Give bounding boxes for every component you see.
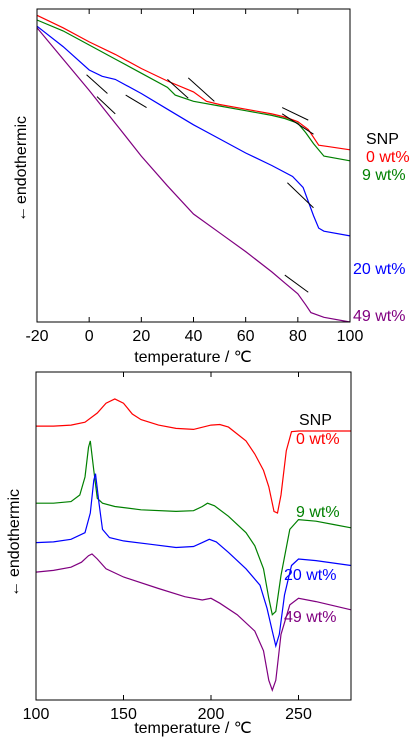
top-series-line-20wt [36,25,351,237]
top-x-tick-label: 0 [85,328,94,345]
top-series-line-49wt [36,27,351,323]
bottom-tick-layer: 100 150 200 250 [23,372,312,723]
top-tangent-line-4 [187,77,215,102]
top-legend-label-20wt: 20 wt% [353,261,405,278]
top-tangent-layer [86,74,314,293]
bottom-x-tick-label: 100 [23,706,50,723]
top-x-tick-label: -20 [25,328,48,345]
bottom-x-tick-label: 250 [285,706,312,723]
bottom-x-axis-label: temperature / ℃ [134,720,252,737]
top-legend-title: SNP [366,131,399,148]
top-tangent-line-7 [287,182,314,209]
chart-top: -20 0 20 40 60 80 100 temperature / ℃ ← endoth… [13,8,410,366]
bottom-legend-title: SNP [299,412,332,429]
bottom-x-tick-label: 150 [110,706,137,723]
top-legend-label-0wt: 0 wt% [366,149,410,166]
top-x-tick-label: 20 [132,328,150,345]
bottom-legend-label-49wt: 49 wt% [284,609,336,626]
bottom-series-layer [35,398,352,693]
top-x-tick-label: 60 [237,328,255,345]
top-legend-label-49wt: 49 wt% [353,308,405,325]
bottom-legend-label-0wt: 0 wt% [296,431,340,448]
top-plot-frame [36,8,351,323]
top-series-layer [36,14,351,323]
bottom-y-axis-label: endothermic [6,489,23,577]
bottom-series-line-20wt [35,473,352,649]
top-tick-layer: -20 0 20 40 60 80 100 [25,9,363,345]
bottom-series-line-49wt [35,553,352,693]
bottom-series-line-9wt [36,440,352,616]
top-x-tick-label: 40 [185,328,203,345]
bottom-x-tick-label: 200 [198,706,225,723]
top-tangent-line-8 [284,274,309,293]
top-series-line-9wt [36,19,351,162]
bottom-y-axis-arrow: ← [6,581,23,597]
top-x-axis-label: temperature / ℃ [134,349,252,366]
top-tangent-line-5 [281,107,309,121]
top-x-tick-label: 100 [337,328,364,345]
bottom-legend-label-20wt: 20 wt% [284,567,336,584]
bottom-legend-label-9wt: 9 wt% [296,504,340,521]
top-tangent-line-6 [281,113,314,135]
bottom-plot-frame [35,371,352,701]
top-tangent-line-2 [125,94,147,109]
top-y-axis-arrow: ← [13,206,30,222]
top-legend-label-9wt: 9 wt% [362,167,406,184]
top-series-line-0wt [36,14,351,151]
top-tangent-line-0 [96,96,116,115]
top-x-tick-label: 80 [289,328,307,345]
top-tangent-line-3 [167,79,189,99]
top-y-axis-label: endothermic [13,116,30,204]
top-tangent-line-1 [86,74,108,94]
chart-bottom: 100 150 200 250 temperature / ℃ ← endotherm… [6,371,352,737]
bottom-series-line-0wt [36,398,351,514]
